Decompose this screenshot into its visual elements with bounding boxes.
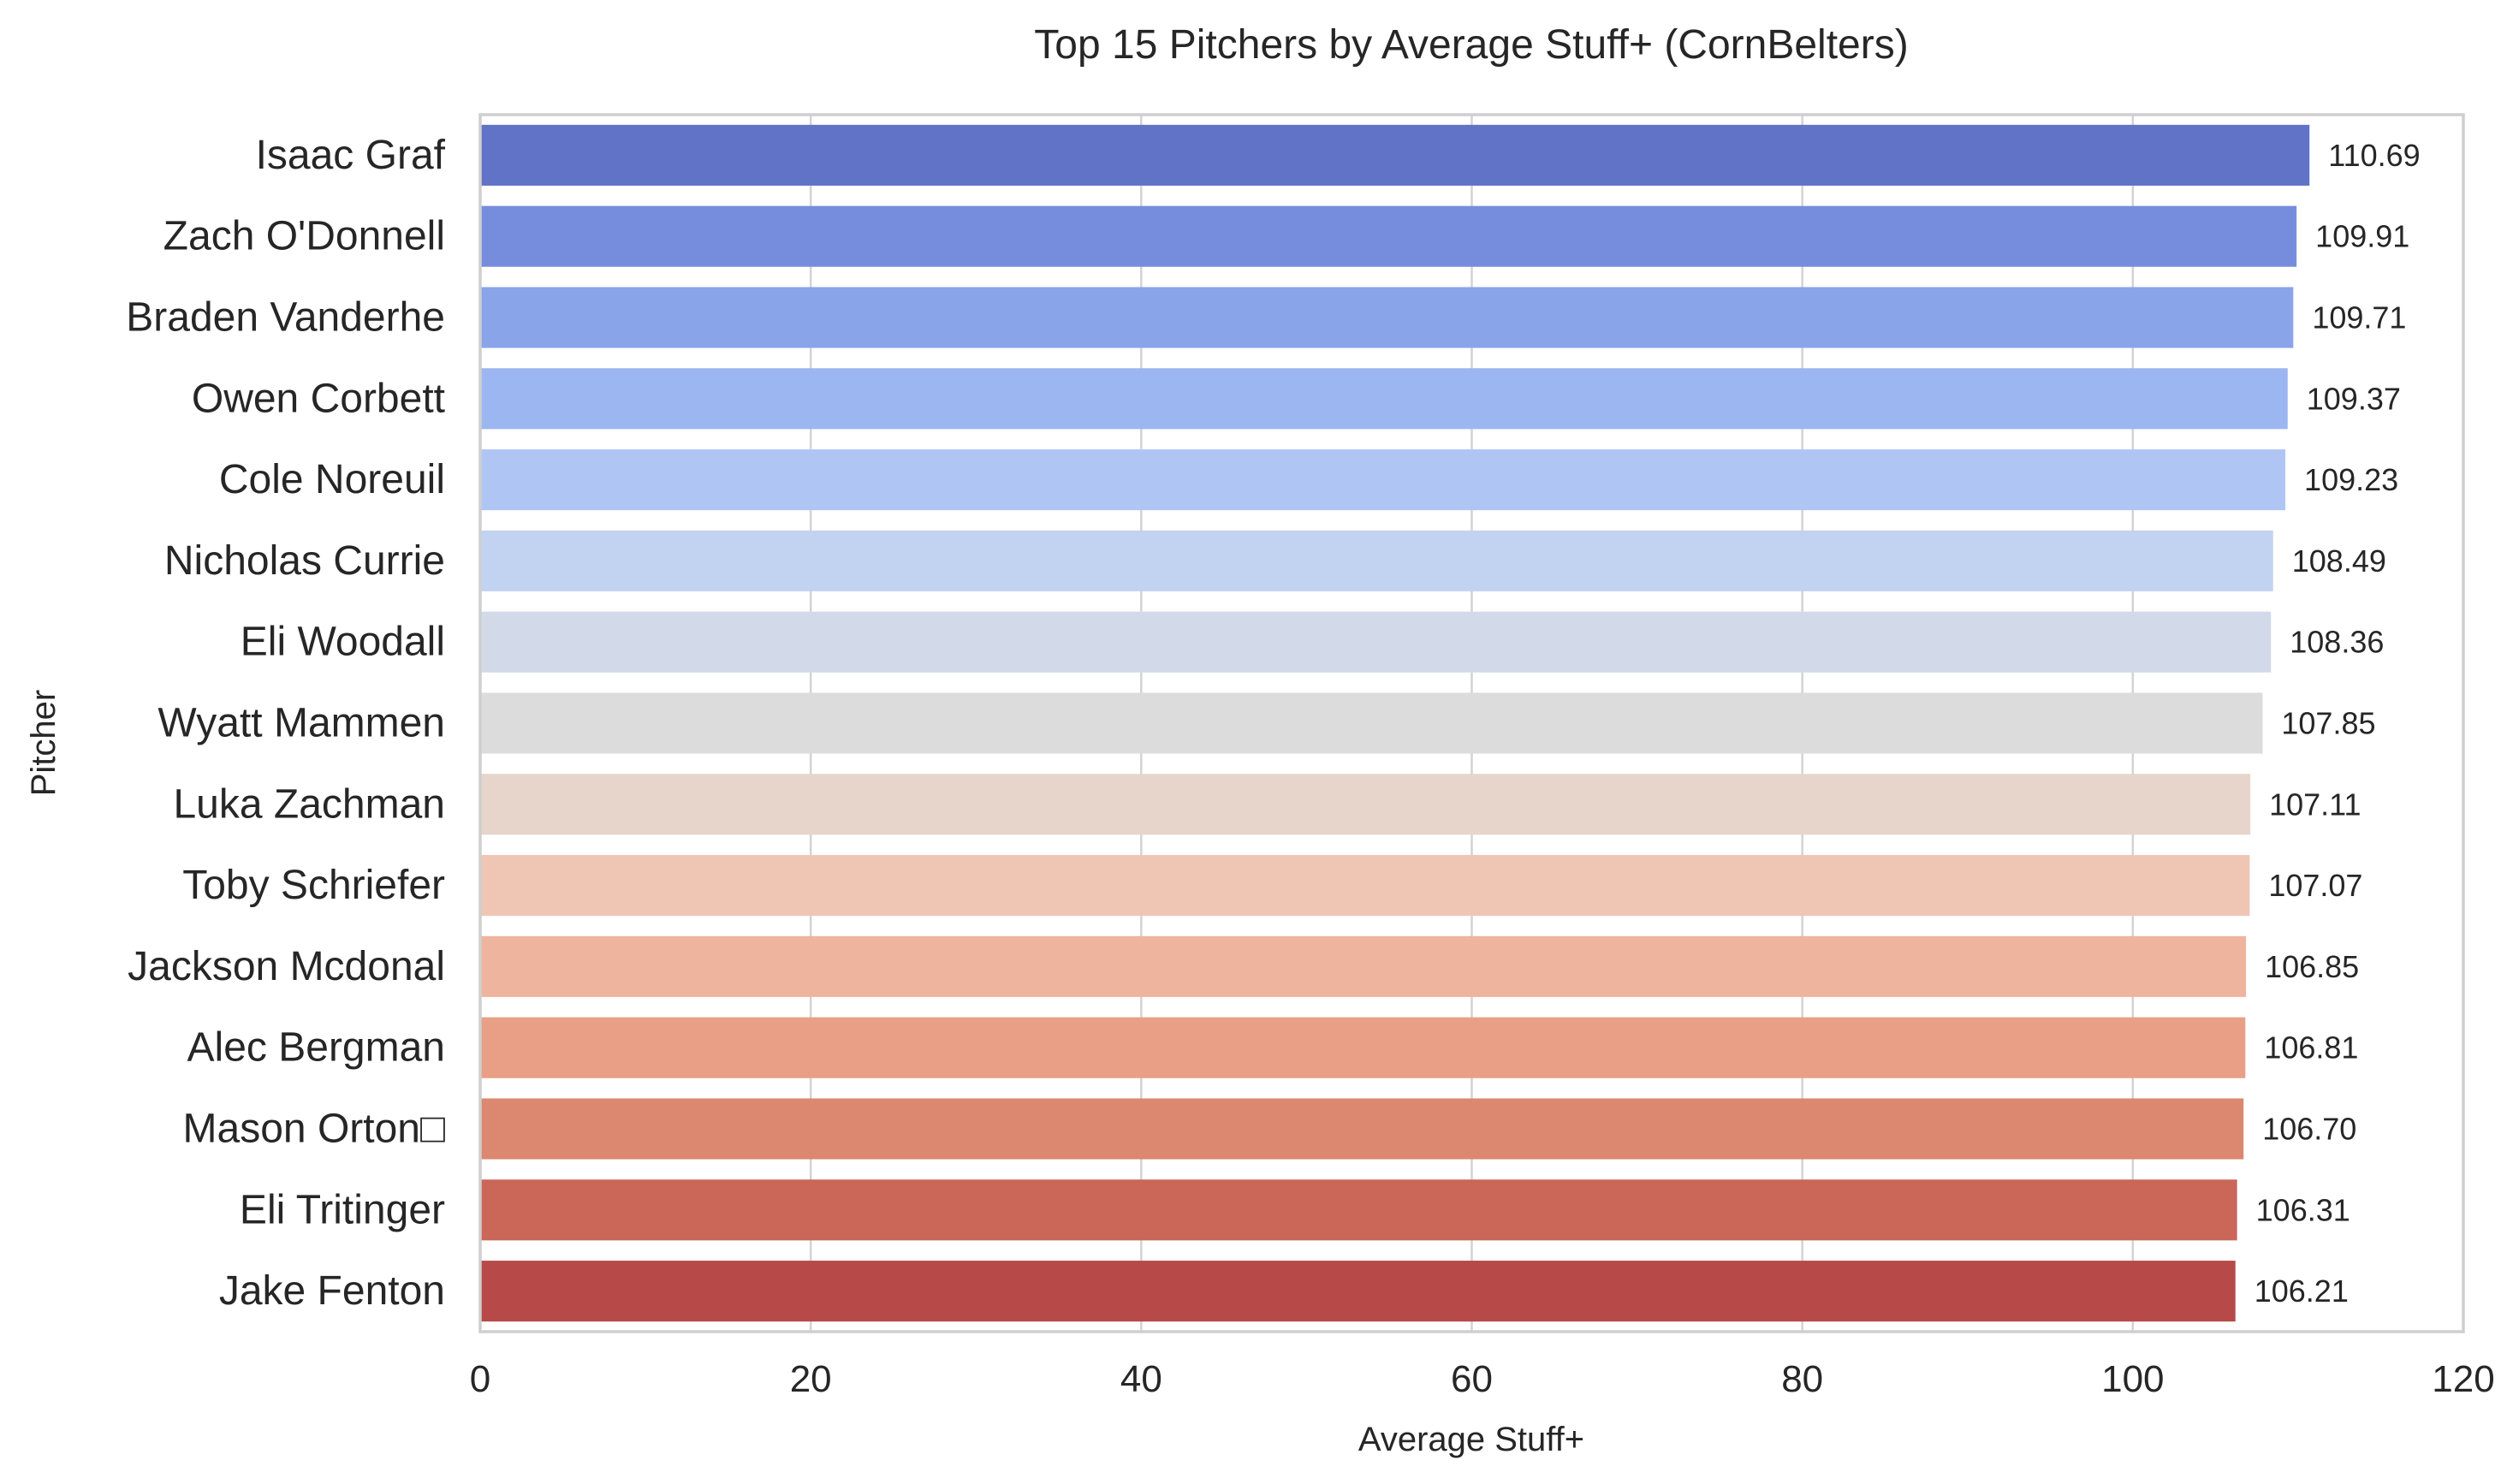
bar: [480, 449, 2286, 511]
x-axis-label: Average Stuff+: [1358, 1421, 1584, 1458]
value-label: 106.70: [2262, 1112, 2356, 1147]
x-tick-label: 120: [2432, 1358, 2494, 1400]
value-label: 109.37: [2307, 381, 2401, 416]
y-tick-label: Eli Woodall: [241, 620, 445, 665]
y-tick-label: Isaac Graf: [256, 133, 446, 178]
value-label: 107.07: [2268, 868, 2362, 903]
value-label: 107.11: [2269, 787, 2361, 822]
y-tick-label: Jake Fenton: [219, 1268, 445, 1314]
y-tick-label: Mason Orton□: [183, 1107, 445, 1152]
bar: [480, 935, 2247, 997]
y-tick-label: Toby Schriefer: [182, 863, 445, 908]
bar: [480, 368, 2288, 430]
y-tick-label: Cole Noreuil: [219, 457, 445, 502]
y-tick-label: Wyatt Mammen: [157, 701, 445, 746]
y-axis-label: Pitcher: [25, 690, 62, 797]
x-tick-labels: 0 20 40 60 80 100 120: [470, 1358, 2495, 1400]
bar: [480, 124, 2310, 186]
bars: [480, 124, 2310, 1322]
bar: [480, 692, 2263, 754]
value-labels: 110.69 109.91 109.71 109.37 109.23 108.49 108.…: [2255, 138, 2421, 1309]
bar: [480, 287, 2294, 348]
value-label: 106.85: [2265, 949, 2359, 984]
value-label: 109.71: [2312, 300, 2406, 335]
value-label: 108.49: [2292, 543, 2386, 579]
x-tick-label: 80: [1781, 1358, 1823, 1400]
bar: [480, 611, 2272, 673]
bar: [480, 774, 2251, 835]
value-label: 107.85: [2281, 706, 2375, 741]
bar: [480, 530, 2273, 591]
value-label: 106.31: [2256, 1192, 2350, 1227]
y-tick-label: Zach O'Donnell: [163, 214, 445, 259]
chart-title: Top 15 Pitchers by Average Stuff+ (CornB…: [1034, 22, 1908, 68]
value-label: 106.81: [2264, 1030, 2358, 1066]
value-label: 109.91: [2315, 219, 2409, 254]
bar: [480, 1261, 2236, 1322]
bar: [480, 855, 2250, 917]
x-tick-label: 60: [1451, 1358, 1493, 1400]
value-label: 110.69: [2328, 138, 2420, 173]
y-tick-label: Alec Bergman: [187, 1025, 445, 1071]
y-tick-label: Luka Zachman: [173, 781, 445, 827]
x-tick-label: 40: [1120, 1358, 1162, 1400]
bar: [480, 1179, 2237, 1241]
x-tick-label: 20: [790, 1358, 832, 1400]
value-label: 109.23: [2304, 462, 2398, 497]
x-tick-label: 100: [2101, 1358, 2164, 1400]
y-tick-label: Owen Corbett: [192, 376, 445, 421]
x-tick-label: 0: [470, 1358, 490, 1400]
y-tick-label: Braden Vanderhe: [126, 295, 445, 341]
value-label: 108.36: [2290, 625, 2384, 660]
y-tick-label: Nicholas Currie: [164, 538, 445, 584]
plot-frame: [478, 113, 2465, 1333]
bar: [480, 205, 2297, 267]
bar: [480, 1017, 2246, 1078]
y-tick-label: Jackson Mcdonal: [128, 944, 445, 989]
y-tick-label: Eli Tritinger: [240, 1187, 445, 1232]
bar: [480, 1098, 2244, 1160]
value-label: 106.21: [2255, 1273, 2349, 1309]
y-tick-labels: Isaac Graf Zach O'Donnell Braden Vanderhe O…: [126, 133, 445, 1314]
